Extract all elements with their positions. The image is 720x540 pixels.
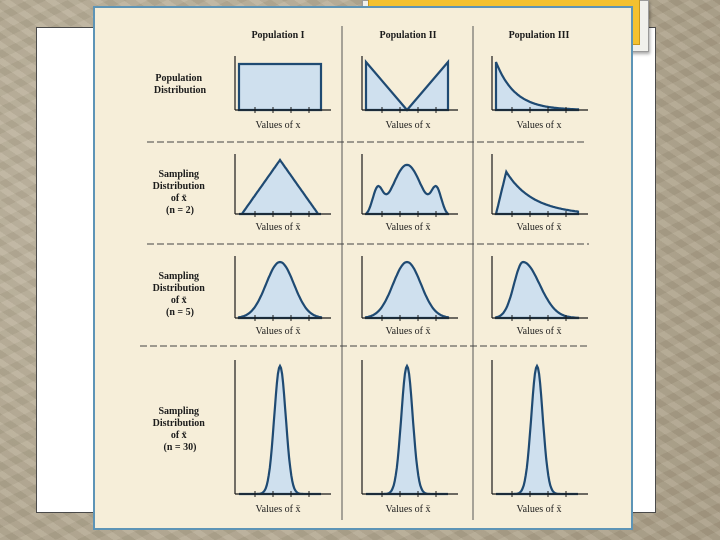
row-label-line: (n = 2) bbox=[166, 205, 194, 216]
row-label-line: of x̄ bbox=[171, 430, 187, 441]
row-label-line: of x̄ bbox=[171, 295, 187, 306]
row-label-n2: Sampling Distribution of x̄ (n = 2) bbox=[153, 169, 208, 216]
column-header-population-1: Population I bbox=[251, 30, 304, 41]
row-label-n5: Sampling Distribution of x̄ (n = 5) bbox=[153, 271, 208, 318]
distribution-curve bbox=[366, 363, 448, 496]
row-label-line: of x̄ bbox=[171, 193, 187, 204]
distribution-curve bbox=[494, 61, 580, 112]
row-label-line: Sampling bbox=[158, 271, 199, 282]
distribution-curve bbox=[239, 158, 321, 216]
row-label-line: Distribution bbox=[154, 85, 207, 96]
column-header-population-3: Population III bbox=[509, 30, 570, 41]
x-axis-label: Values of x̄ bbox=[256, 222, 301, 233]
x-axis-label: Values of x bbox=[386, 120, 431, 131]
sampling-distribution-figure: Population I Population II Population II… bbox=[93, 6, 633, 530]
distribution-curve bbox=[364, 59, 450, 112]
row-label-line: Population bbox=[155, 73, 202, 84]
distribution-curve bbox=[494, 260, 580, 320]
row-label-line: Sampling bbox=[158, 169, 199, 180]
row-label-n30: Sampling Distribution of x̄ (n = 30) bbox=[153, 406, 208, 453]
x-axis-label: Values of x bbox=[256, 120, 301, 131]
column-header-population-2: Population II bbox=[380, 30, 437, 41]
distribution-curve bbox=[364, 260, 450, 320]
figure-diagram: Population I Population II Population II… bbox=[140, 26, 589, 520]
row-label-line: Distribution bbox=[153, 418, 206, 429]
x-axis-label: Values of x̄ bbox=[517, 222, 562, 233]
x-axis-label: Values of x̄ bbox=[517, 326, 562, 337]
distribution-curve bbox=[239, 363, 321, 496]
row-label-line: Distribution bbox=[153, 283, 206, 294]
row-label-line: Distribution bbox=[153, 181, 206, 192]
row-label-line: (n = 5) bbox=[166, 307, 194, 318]
x-axis-label: Values of x̄ bbox=[386, 504, 431, 515]
x-axis-label: Values of x̄ bbox=[256, 504, 301, 515]
row-label-line: (n = 30) bbox=[164, 442, 197, 453]
x-axis-label: Values of x̄ bbox=[386, 222, 431, 233]
row-label-population: Population Distribution bbox=[154, 73, 207, 96]
distribution-curve bbox=[496, 363, 578, 496]
x-axis-label: Values of x bbox=[517, 120, 562, 131]
distribution-curve bbox=[237, 260, 323, 320]
distribution-curve bbox=[494, 169, 580, 216]
x-axis-label: Values of x̄ bbox=[386, 326, 431, 337]
distribution-curve bbox=[364, 163, 450, 216]
row-label-line: Sampling bbox=[158, 406, 199, 417]
x-axis-label: Values of x̄ bbox=[517, 504, 562, 515]
distribution-curve bbox=[237, 62, 323, 112]
x-axis-label: Values of x̄ bbox=[256, 326, 301, 337]
